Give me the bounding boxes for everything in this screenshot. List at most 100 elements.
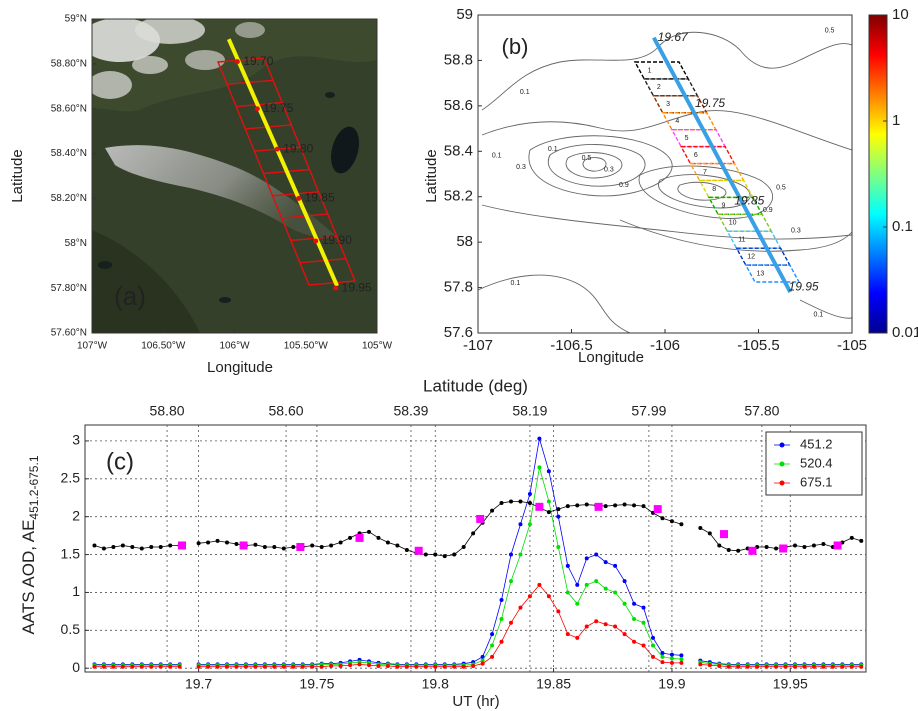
data-point bbox=[584, 556, 589, 561]
y-axis-label: Latitude bbox=[423, 149, 440, 202]
data-point bbox=[546, 594, 551, 599]
track-point bbox=[333, 285, 339, 291]
y-tick-label: 1 bbox=[72, 583, 80, 599]
data-point bbox=[367, 663, 371, 668]
data-point bbox=[300, 664, 305, 669]
data-point bbox=[669, 660, 674, 665]
data-point bbox=[594, 552, 599, 557]
contour-label: 0.1 bbox=[548, 146, 558, 153]
data-point bbox=[527, 522, 532, 527]
x-tick-label: -107 bbox=[463, 337, 493, 354]
data-point bbox=[613, 563, 618, 568]
data-point bbox=[338, 540, 343, 545]
data-point bbox=[556, 544, 561, 549]
y-tick-label: 58.20°N bbox=[51, 193, 87, 204]
sampling-grid-row bbox=[290, 235, 337, 242]
data-point bbox=[565, 590, 570, 595]
data-point bbox=[471, 663, 476, 668]
data-point bbox=[149, 664, 154, 669]
data-point bbox=[632, 616, 637, 621]
colorbar bbox=[868, 14, 888, 334]
data-point bbox=[707, 531, 712, 536]
data-point bbox=[206, 540, 211, 545]
data-point bbox=[272, 664, 277, 669]
x-tick-label: 19.95 bbox=[773, 676, 808, 692]
data-point bbox=[565, 563, 570, 568]
data-point bbox=[423, 552, 428, 557]
data-point bbox=[329, 663, 334, 668]
data-point bbox=[225, 664, 229, 669]
data-point bbox=[537, 465, 542, 470]
data-point bbox=[253, 542, 258, 547]
data-point bbox=[499, 598, 504, 603]
time-label: 19.67 bbox=[658, 30, 689, 44]
data-point bbox=[262, 544, 267, 549]
data-point bbox=[101, 664, 106, 669]
data-point bbox=[243, 664, 248, 669]
y-tick-label: 57.60°N bbox=[51, 328, 87, 339]
y-tick-label: 58.2 bbox=[444, 188, 473, 205]
ae-marker bbox=[476, 514, 485, 523]
contour-label: 0.5 bbox=[776, 184, 786, 191]
data-point bbox=[404, 664, 409, 669]
data-point bbox=[821, 664, 826, 669]
data-point bbox=[310, 664, 315, 669]
data-point bbox=[584, 582, 589, 587]
flight-track bbox=[226, 38, 339, 287]
data-point bbox=[641, 643, 646, 648]
data-point bbox=[196, 541, 201, 546]
sample-box bbox=[679, 145, 736, 165]
y-tick-label: 0.5 bbox=[61, 621, 81, 637]
data-point bbox=[755, 664, 760, 669]
time-label: 19.90 bbox=[322, 233, 352, 247]
box-number: 13 bbox=[756, 270, 764, 277]
data-point bbox=[281, 664, 286, 669]
y-tick-label: 1.5 bbox=[61, 545, 81, 561]
box-number: 10 bbox=[729, 220, 737, 227]
ae-marker bbox=[653, 505, 662, 514]
data-point bbox=[717, 663, 722, 668]
data-point bbox=[603, 560, 608, 565]
data-point bbox=[651, 635, 655, 640]
contour-label: 0.9 bbox=[763, 207, 773, 214]
box-number: 12 bbox=[747, 253, 755, 260]
x-axis-label: Longitude bbox=[578, 349, 644, 366]
data-point bbox=[556, 507, 561, 512]
data-point bbox=[546, 510, 551, 515]
x-tick-label: 106°W bbox=[219, 341, 250, 352]
y-tick-label: 3 bbox=[72, 432, 80, 448]
x-axis-label: Longitude bbox=[207, 359, 273, 376]
y-axis-label-sub: 451.2-675.1 bbox=[27, 455, 41, 519]
data-point bbox=[859, 538, 864, 543]
data-point bbox=[546, 469, 551, 474]
x-tick-label: 19.7 bbox=[185, 676, 212, 692]
data-point bbox=[613, 590, 618, 595]
x2-tick-label: 58.19 bbox=[512, 403, 547, 419]
data-point bbox=[651, 654, 655, 659]
x-tick-label: 19.75 bbox=[299, 676, 334, 692]
data-point bbox=[575, 503, 580, 508]
x2-tick-label: 58.80 bbox=[150, 403, 185, 419]
data-point bbox=[802, 664, 807, 669]
data-point bbox=[253, 664, 258, 669]
data-point bbox=[518, 605, 523, 610]
colorbar-tick-label: 10 bbox=[892, 6, 909, 23]
data-point bbox=[641, 504, 646, 509]
data-point bbox=[603, 622, 608, 627]
ae-marker bbox=[535, 502, 544, 511]
data-point bbox=[632, 639, 637, 644]
data-point bbox=[764, 544, 769, 549]
data-point bbox=[262, 664, 267, 669]
data-point bbox=[442, 664, 447, 669]
y-axis-label: Latitude bbox=[9, 149, 26, 202]
data-point bbox=[101, 546, 106, 551]
colorbar-tick-label: 0.01 bbox=[892, 324, 918, 341]
data-point bbox=[92, 664, 97, 669]
ae-marker bbox=[178, 541, 187, 550]
time-label: 19.85 bbox=[305, 191, 335, 205]
ae-marker bbox=[414, 546, 423, 555]
contour-label: 0.9 bbox=[619, 182, 629, 189]
ae-marker bbox=[779, 544, 788, 553]
data-point bbox=[613, 624, 618, 629]
x2-axis-label: Latitude (deg) bbox=[423, 376, 528, 395]
